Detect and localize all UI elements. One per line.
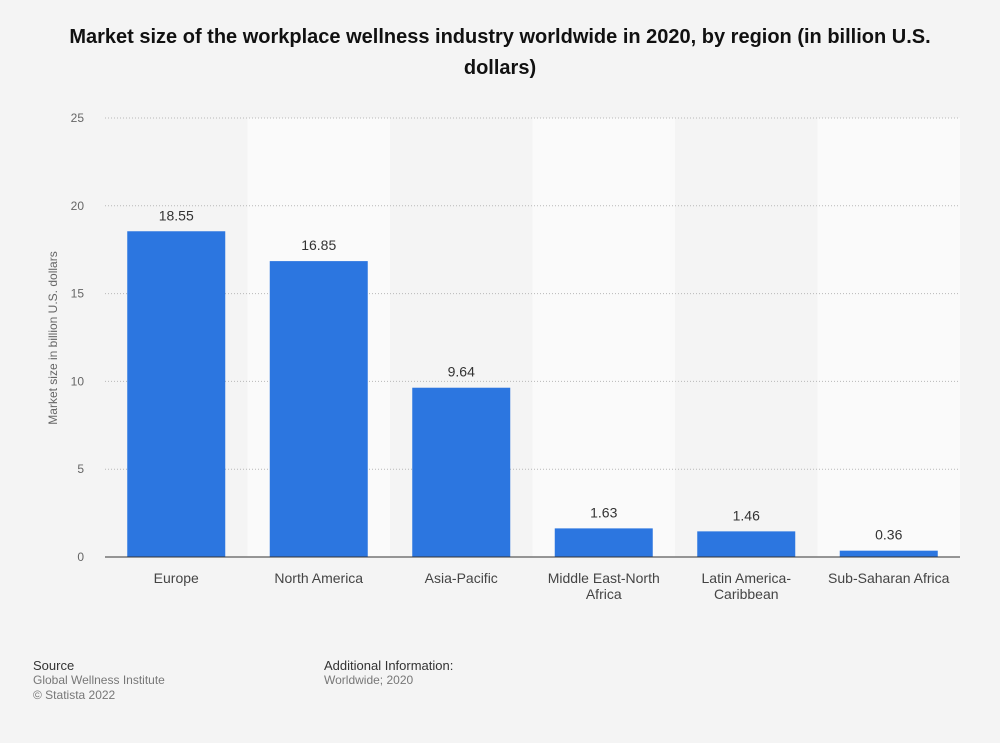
source-heading: Source xyxy=(33,658,75,673)
x-tick-label: Sub-Saharan Africa xyxy=(828,570,950,586)
bar xyxy=(839,550,938,557)
y-axis-title: Market size in billion U.S. dollars xyxy=(46,251,60,424)
x-tick-label: Asia-Pacific xyxy=(425,570,498,586)
data-label: 1.46 xyxy=(733,507,760,523)
plot-band xyxy=(817,118,960,557)
additional-info-block: Additional Information: Worldwide; 2020 xyxy=(324,658,453,688)
info-heading: Additional Information: xyxy=(324,658,454,673)
data-label: 9.64 xyxy=(448,364,475,380)
data-label: 1.63 xyxy=(590,504,617,520)
data-label: 0.36 xyxy=(875,527,902,543)
plot-band xyxy=(675,118,818,557)
info-text: Worldwide; 2020 xyxy=(324,673,414,687)
bar xyxy=(554,528,653,557)
y-tick-label: 10 xyxy=(71,374,85,388)
y-tick-label: 15 xyxy=(71,287,85,301)
y-tick-label: 20 xyxy=(71,199,85,213)
bar xyxy=(412,387,511,557)
x-tick-label: Latin America-Caribbean xyxy=(702,570,792,602)
x-tick-label: Europe xyxy=(154,570,199,586)
bar xyxy=(269,261,368,557)
chart-title: Market size of the workplace wellness in… xyxy=(69,26,931,79)
data-label: 16.85 xyxy=(301,237,336,253)
y-tick-label: 5 xyxy=(77,462,84,476)
y-tick-label: 25 xyxy=(71,111,85,125)
y-tick-label: 0 xyxy=(77,550,84,564)
bar xyxy=(697,531,796,557)
data-label: 18.55 xyxy=(159,207,194,223)
copyright: © Statista 2022 xyxy=(33,688,116,702)
bar xyxy=(127,231,226,557)
source-block: Source Global Wellness Institute © Stati… xyxy=(33,658,165,703)
plot-band xyxy=(532,118,675,557)
x-tick-label: North America xyxy=(274,570,363,586)
source-name: Global Wellness Institute xyxy=(33,673,165,687)
x-tick-label: Middle East-North Africa xyxy=(548,570,660,602)
